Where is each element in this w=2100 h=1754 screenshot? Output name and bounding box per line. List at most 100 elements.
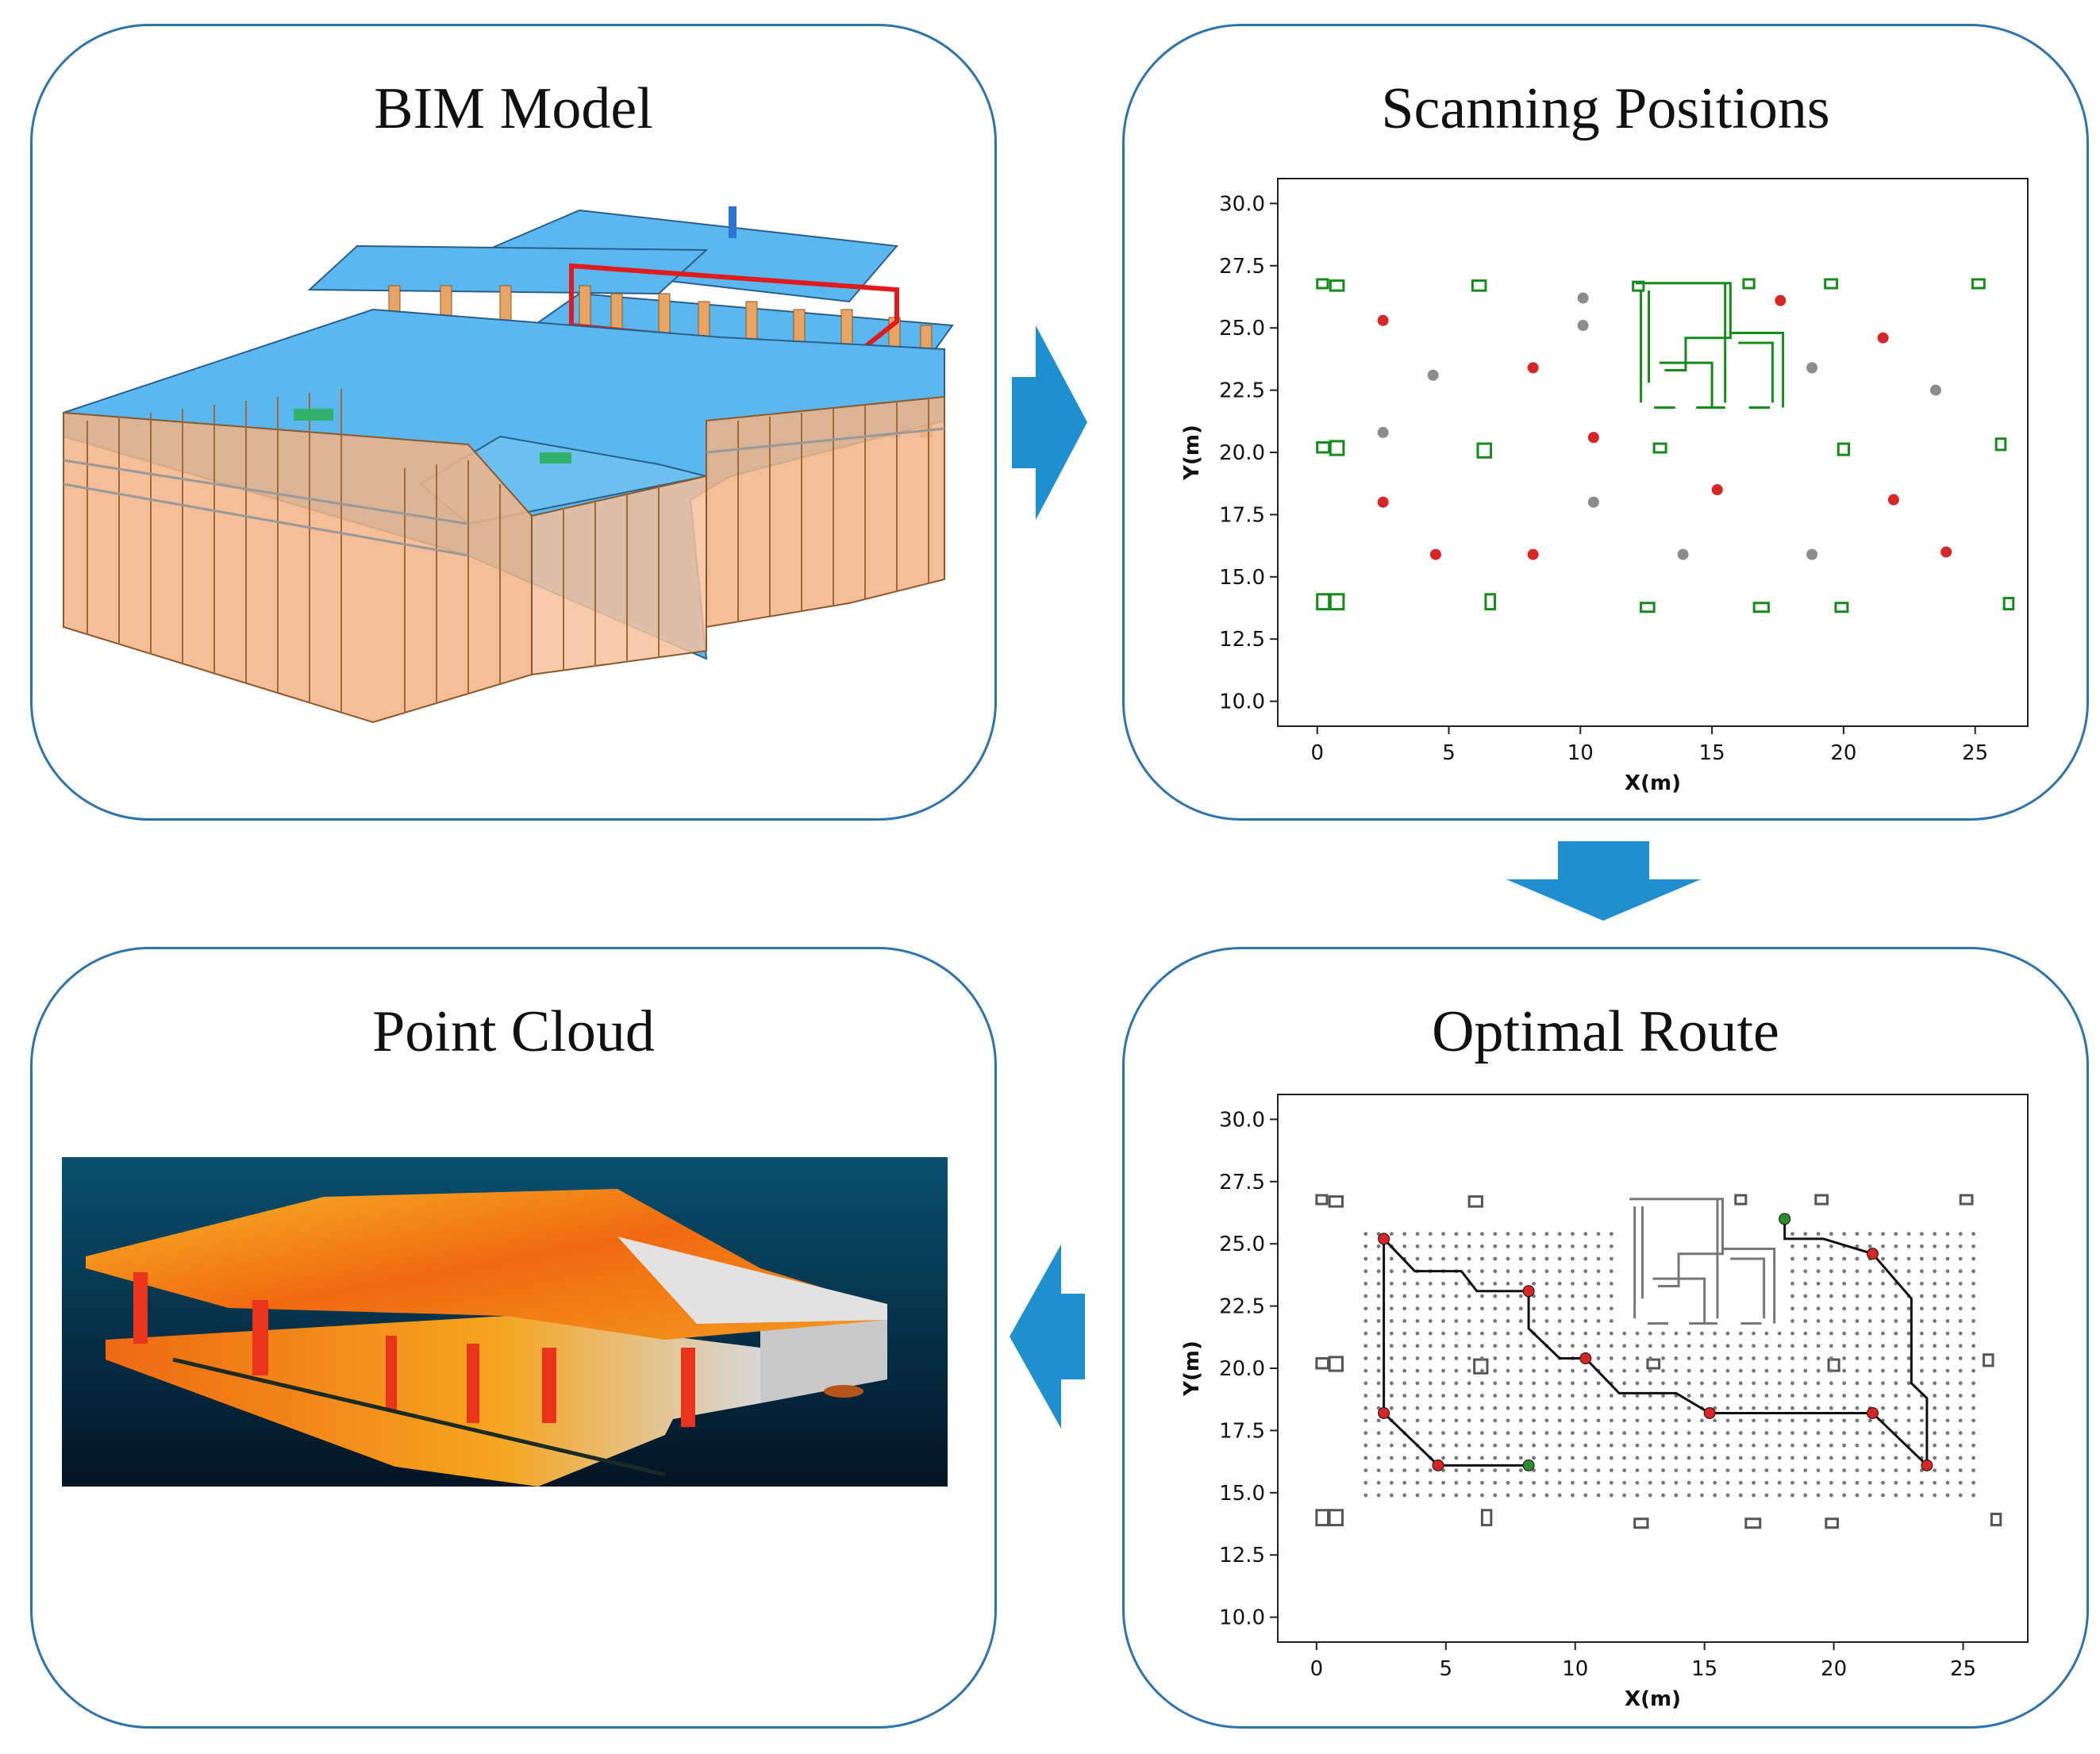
y-tick-label: 25.0	[1219, 1233, 1265, 1256]
obstacle-box	[1742, 278, 1756, 290]
grid-candidate-dot	[1816, 1331, 1821, 1336]
grid-candidate-dot	[1777, 1331, 1782, 1336]
grid-candidate-dot	[1752, 1468, 1756, 1472]
candidate-position-point	[1929, 384, 1941, 396]
grid-candidate-dot	[1867, 1344, 1872, 1348]
grid-candidate-dot	[1725, 1406, 1730, 1410]
y-tick-label: 25.0	[1219, 317, 1265, 340]
grid-candidate-dot	[1363, 1244, 1368, 1248]
grid-candidate-dot	[1816, 1431, 1821, 1435]
grid-candidate-dot	[1389, 1344, 1394, 1348]
grid-candidate-dot	[1752, 1356, 1756, 1360]
grid-candidate-dot	[1803, 1294, 1808, 1298]
grid-candidate-dot	[1829, 1306, 1833, 1311]
grid-candidate-dot	[1389, 1456, 1394, 1460]
grid-candidate-dot	[1945, 1294, 1950, 1298]
grid-candidate-dot	[1609, 1281, 1613, 1286]
grid-candidate-dot	[1700, 1443, 1704, 1448]
grid-candidate-dot	[1493, 1256, 1498, 1261]
grid-candidate-dot	[1713, 1344, 1717, 1348]
scan-position-point	[1377, 314, 1389, 326]
room-wall	[1635, 282, 1732, 371]
grid-candidate-dot	[1867, 1306, 1872, 1311]
grid-candidate-dot	[1454, 1443, 1459, 1448]
obstacle-box	[1990, 1512, 2002, 1527]
grid-candidate-dot	[1881, 1356, 1885, 1360]
grid-candidate-dot	[1544, 1331, 1549, 1336]
scan-position-point	[1429, 548, 1441, 560]
route-stop-point	[1579, 1352, 1592, 1364]
grid-candidate-dot	[1428, 1319, 1433, 1323]
grid-candidate-dot	[1894, 1331, 1898, 1336]
grid-candidate-dot	[1855, 1443, 1860, 1448]
grid-candidate-dot	[1596, 1418, 1601, 1423]
grid-candidate-dot	[1661, 1356, 1665, 1360]
grid-candidate-dot	[1790, 1294, 1794, 1298]
grid-candidate-dot	[1571, 1306, 1575, 1311]
grid-candidate-dot	[1829, 1394, 1833, 1398]
grid-candidate-dot	[1971, 1344, 1975, 1348]
grid-candidate-dot	[1402, 1269, 1407, 1274]
grid-candidate-dot	[1596, 1456, 1601, 1460]
grid-candidate-dot	[1544, 1468, 1549, 1472]
grid-candidate-dot	[1933, 1443, 1937, 1448]
grid-candidate-dot	[1363, 1468, 1368, 1472]
facade-main	[63, 411, 533, 724]
grid-candidate-dot	[1467, 1232, 1471, 1237]
grid-candidate-dot	[1518, 1394, 1523, 1398]
grid-candidate-dot	[1803, 1418, 1808, 1423]
grid-candidate-dot	[1674, 1456, 1679, 1460]
grid-candidate-dot	[1958, 1456, 1963, 1460]
grid-candidate-dot	[1725, 1468, 1730, 1472]
grid-candidate-dot	[1958, 1480, 1963, 1485]
grid-candidate-dot	[1687, 1456, 1691, 1460]
grid-candidate-dot	[1700, 1368, 1704, 1373]
grid-candidate-dot	[1933, 1356, 1937, 1360]
grid-candidate-dot	[1506, 1331, 1510, 1336]
grid-candidate-dot	[1906, 1381, 1911, 1386]
grid-candidate-dot	[1713, 1356, 1717, 1360]
grid-candidate-dot	[1958, 1331, 1963, 1336]
y-tick-label: 22.5	[1219, 379, 1265, 403]
grid-candidate-dot	[1441, 1306, 1445, 1311]
grid-candidate-dot	[1816, 1256, 1821, 1261]
grid-candidate-dot	[1816, 1344, 1821, 1348]
grid-candidate-dot	[1906, 1456, 1911, 1460]
grid-candidate-dot	[1493, 1344, 1498, 1348]
grid-candidate-dot	[1919, 1443, 1924, 1448]
grid-candidate-dot	[1919, 1381, 1924, 1386]
grid-candidate-dot	[1725, 1356, 1730, 1360]
grid-candidate-dot	[1906, 1356, 1911, 1360]
grid-candidate-dot	[1790, 1368, 1794, 1373]
grid-candidate-dot	[1415, 1356, 1420, 1360]
grid-candidate-dot	[1842, 1468, 1847, 1472]
route-stop-point	[1866, 1406, 1879, 1419]
grid-candidate-dot	[1738, 1381, 1743, 1386]
grid-candidate-dot	[1415, 1344, 1420, 1348]
grid-candidate-dot	[1855, 1281, 1860, 1286]
grid-candidate-dot	[1648, 1493, 1652, 1498]
grid-candidate-dot	[1648, 1456, 1652, 1460]
grid-candidate-dot	[1428, 1443, 1433, 1448]
grid-candidate-dot	[1906, 1232, 1911, 1237]
grid-candidate-dot	[1532, 1256, 1537, 1261]
grid-candidate-dot	[1738, 1368, 1743, 1373]
grid-candidate-dot	[1557, 1368, 1562, 1373]
grid-candidate-dot	[1971, 1281, 1975, 1286]
grid-candidate-dot	[1971, 1331, 1975, 1336]
grid-candidate-dot	[1842, 1256, 1847, 1261]
grid-candidate-dot	[1700, 1394, 1704, 1398]
grid-candidate-dot	[1867, 1480, 1872, 1485]
grid-candidate-dot	[1480, 1381, 1484, 1386]
grid-candidate-dot	[1803, 1281, 1808, 1286]
grid-candidate-dot	[1609, 1406, 1613, 1410]
grid-candidate-dot	[1764, 1468, 1769, 1472]
grid-candidate-dot	[1713, 1480, 1717, 1485]
grid-candidate-dot	[1583, 1244, 1588, 1248]
grid-candidate-dot	[1971, 1269, 1975, 1274]
grid-candidate-dot	[1855, 1256, 1860, 1261]
grid-candidate-dot	[1493, 1269, 1498, 1274]
grid-candidate-dot	[1816, 1480, 1821, 1485]
grid-candidate-dot	[1867, 1244, 1872, 1248]
grid-candidate-dot	[1958, 1394, 1963, 1398]
